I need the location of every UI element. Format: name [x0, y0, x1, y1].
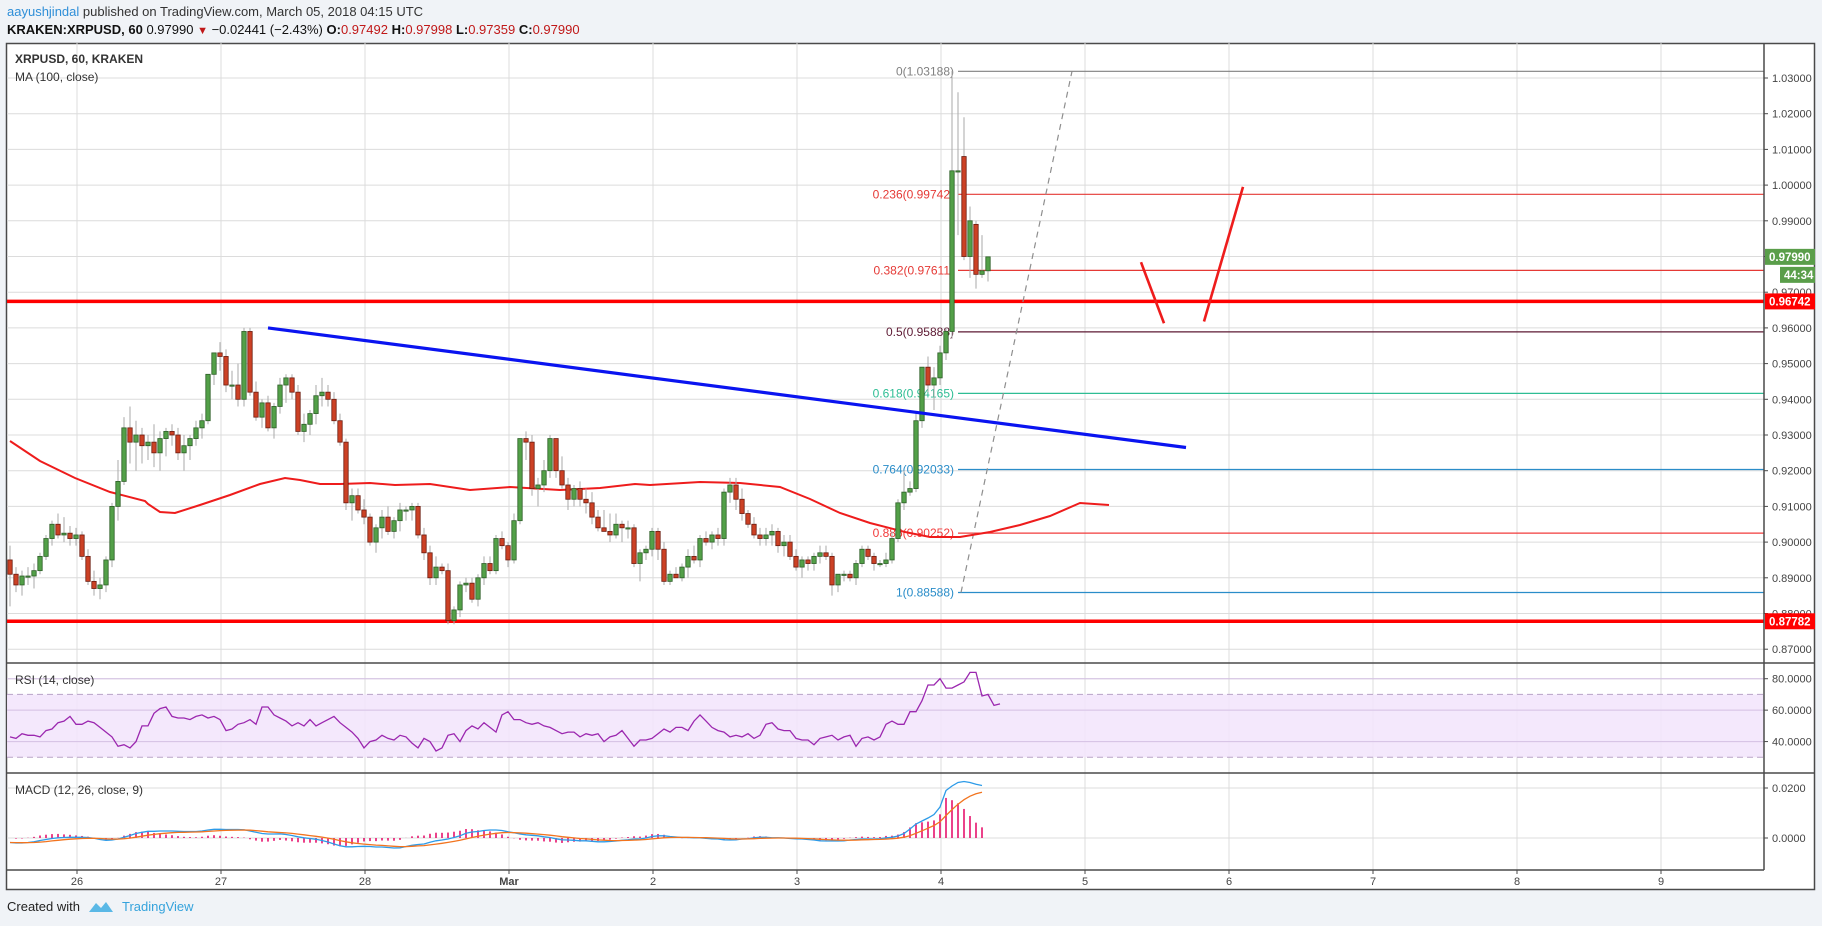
svg-text:40.0000: 40.0000: [1772, 737, 1812, 749]
svg-text:0.0200: 0.0200: [1772, 783, 1806, 795]
svg-text:0.96000: 0.96000: [1772, 323, 1812, 335]
publish-info: aayushjindal published on TradingView.co…: [7, 4, 423, 19]
close-label: C:: [518, 22, 533, 37]
main-title: XRPUSD, 60, KRAKEN: [15, 52, 144, 66]
svg-text:1.01000: 1.01000: [1772, 144, 1812, 156]
svg-text:Mar: Mar: [499, 876, 519, 888]
ma-100-line: [9, 440, 1110, 538]
svg-text:0.95000: 0.95000: [1772, 359, 1812, 371]
svg-text:1.02000: 1.02000: [1772, 109, 1812, 121]
svg-text:0.764(0.92033): 0.764(0.92033): [873, 463, 954, 477]
svg-text:2: 2: [650, 876, 656, 888]
svg-text:0.97990: 0.97990: [1769, 252, 1811, 264]
macd-lines: [9, 780, 983, 849]
created-with: Created with: [7, 899, 80, 914]
svg-text:80.0000: 80.0000: [1772, 674, 1812, 686]
svg-text:7: 7: [1370, 876, 1376, 888]
ma-label: MA (100, close): [15, 70, 99, 84]
rsi-line: [9, 671, 1001, 752]
svg-text:9: 9: [1658, 876, 1664, 888]
author-link[interactable]: aayushjindal: [7, 4, 80, 19]
published-text: published on TradingView.com, March 05, …: [82, 4, 424, 19]
low-value: 0.97359: [468, 22, 516, 37]
close-value: 0.97990: [532, 22, 580, 37]
svg-text:44:34: 44:34: [1784, 270, 1814, 282]
svg-text:27: 27: [215, 876, 227, 888]
svg-text:0.99000: 0.99000: [1772, 216, 1812, 228]
main-legend: XRPUSD, 60, KRAKEN: [15, 52, 143, 66]
svg-text:28: 28: [359, 876, 371, 888]
rsi-legend[interactable]: RSI (14, close): [15, 673, 94, 687]
rsi-label: RSI (14, close): [15, 673, 95, 687]
svg-text:0.618(0.94165): 0.618(0.94165): [873, 386, 954, 400]
svg-text:0.96742: 0.96742: [1769, 296, 1811, 308]
horizontal-lines: [7, 299, 1764, 624]
svg-text:0.91000: 0.91000: [1772, 501, 1812, 513]
ticker-line: KRAKEN:XRPUSD, 60 0.97990 ▼ −0.02441 (−2…: [7, 22, 580, 37]
svg-text:1.03000: 1.03000: [1772, 73, 1812, 85]
svg-text:0.94000: 0.94000: [1772, 394, 1812, 406]
svg-text:0.87782: 0.87782: [1769, 616, 1811, 628]
macd-legend[interactable]: MACD (12, 26, close, 9): [15, 783, 143, 797]
high-value: 0.97998: [405, 22, 453, 37]
tradingview-link[interactable]: TradingView: [121, 899, 194, 914]
macd-label: MACD (12, 26, close, 9): [15, 783, 144, 797]
price-badges: 0.97990 44:34 0.96742 0.87782: [1765, 248, 1815, 630]
svg-text:26: 26: [71, 876, 83, 888]
svg-text:1(0.88588): 1(0.88588): [896, 586, 954, 600]
svg-text:5: 5: [1082, 876, 1088, 888]
high-label: H:: [391, 22, 406, 37]
symbol: KRAKEN:XRPUSD, 60: [7, 22, 143, 37]
svg-text:4: 4: [938, 876, 944, 888]
svg-text:6: 6: [1226, 876, 1232, 888]
svg-text:0.87000: 0.87000: [1772, 644, 1812, 656]
ma-legend[interactable]: MA (100, close): [15, 70, 98, 84]
svg-text:60.0000: 60.0000: [1772, 705, 1812, 717]
svg-text:8: 8: [1514, 876, 1520, 888]
svg-text:0.382(0.97611): 0.382(0.97611): [873, 263, 954, 277]
svg-text:0.93000: 0.93000: [1772, 430, 1812, 442]
drawings[interactable]: [267, 186, 1245, 450]
candles: [7, 70, 991, 625]
tradingview-logo-icon: [88, 901, 113, 912]
grid: [7, 43, 1764, 870]
last-price: 0.97990: [146, 22, 194, 37]
svg-text:0.89000: 0.89000: [1772, 573, 1812, 585]
svg-text:0.0000: 0.0000: [1772, 833, 1806, 845]
svg-text:0.92000: 0.92000: [1772, 466, 1812, 478]
fibonacci-retracement[interactable]: 0(1.03188) 0.236(0.99742) 0.382(0.97611) 0.…: [873, 64, 1764, 600]
down-arrow-icon: ▼: [197, 25, 208, 37]
svg-text:0(1.03188): 0(1.03188): [896, 64, 954, 78]
svg-text:0.236(0.99742): 0.236(0.99742): [873, 187, 954, 201]
change: −0.02441 (−2.43%): [211, 22, 323, 37]
svg-text:0.5(0.95888): 0.5(0.95888): [886, 325, 954, 339]
low-label: L:: [455, 22, 469, 37]
svg-text:3: 3: [794, 876, 800, 888]
open-label: O:: [326, 22, 341, 37]
open-value: 0.97492: [340, 22, 388, 37]
footer: Created with TradingView: [7, 899, 194, 914]
svg-text:1.00000: 1.00000: [1772, 180, 1812, 192]
svg-text:0.90000: 0.90000: [1772, 537, 1812, 549]
